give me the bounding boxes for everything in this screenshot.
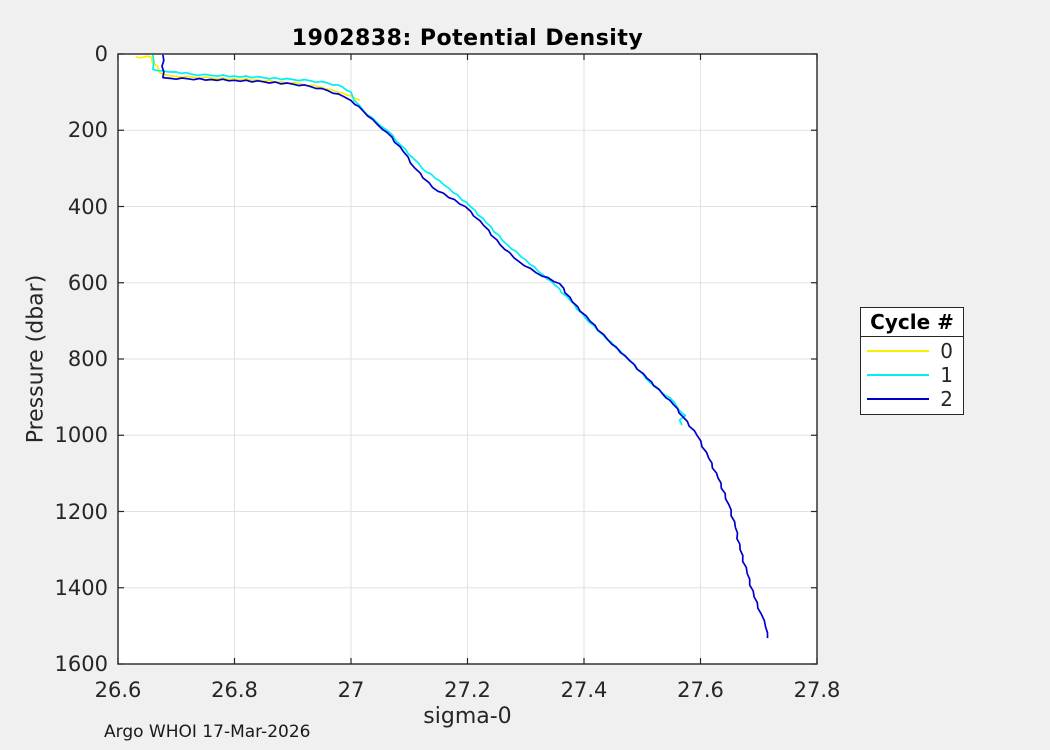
y-tick-label: 1000 — [54, 423, 108, 448]
x-tick-label: 27.8 — [793, 678, 841, 702]
legend-line-swatch — [867, 374, 929, 376]
y-tick-label: 1200 — [54, 499, 108, 524]
y-tick-label: 1400 — [54, 575, 108, 600]
y-tick-label: 200 — [67, 118, 108, 143]
legend-line-swatch — [867, 350, 929, 352]
x-tick-label: 26.6 — [94, 678, 142, 702]
legend-label: 0 — [940, 339, 953, 363]
legend-label: 1 — [940, 363, 953, 387]
y-tick-label: 800 — [67, 347, 108, 371]
legend-row: 1 — [861, 363, 963, 387]
x-tick-label: 27.6 — [677, 678, 724, 702]
y-tick-label: 600 — [67, 270, 108, 295]
y-tick-label: 0 — [94, 42, 108, 66]
x-tick-label: 27.4 — [560, 678, 608, 702]
legend-label: 2 — [940, 387, 953, 411]
y-tick-label: 400 — [67, 194, 108, 219]
x-tick-label: 27.2 — [444, 678, 491, 702]
chart-title: 1902838: Potential Density — [291, 26, 644, 51]
legend-line-swatch — [867, 398, 929, 400]
x-axis-label: sigma-0 — [423, 704, 512, 729]
y-tick-label: 1600 — [54, 652, 108, 676]
x-tick-label: 26.8 — [211, 678, 258, 702]
legend-title: Cycle # — [861, 308, 963, 337]
attribution-text: Argo WHOI 17-Mar-2026 — [104, 722, 311, 742]
cycle-2-line — [161, 54, 769, 639]
legend-row: 2 — [861, 387, 963, 411]
legend-row: 0 — [861, 339, 963, 363]
x-tick-label: 27 — [337, 678, 365, 702]
